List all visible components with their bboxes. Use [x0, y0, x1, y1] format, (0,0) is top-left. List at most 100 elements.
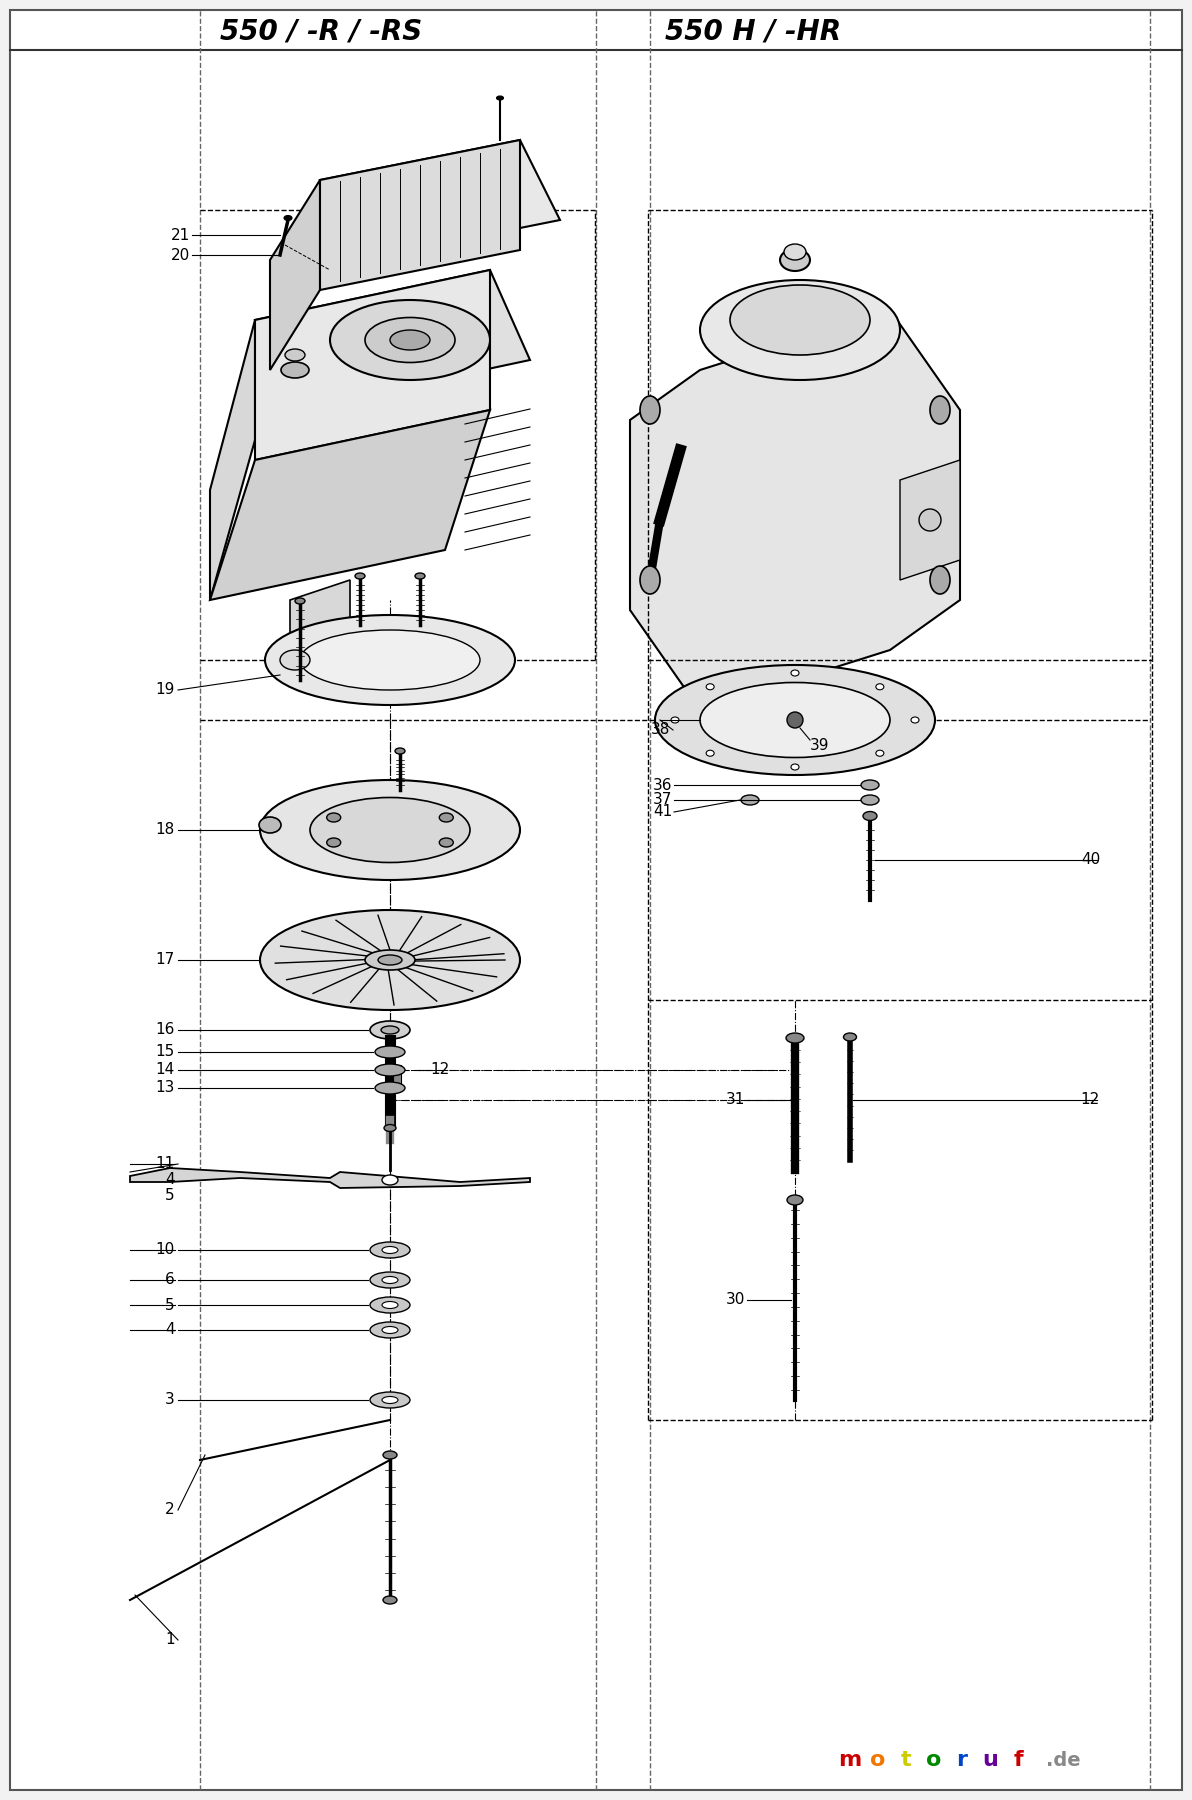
Ellipse shape	[390, 329, 430, 349]
Ellipse shape	[700, 682, 890, 758]
Ellipse shape	[844, 1033, 857, 1040]
Ellipse shape	[260, 911, 520, 1010]
Ellipse shape	[741, 796, 759, 805]
Ellipse shape	[284, 216, 292, 221]
Ellipse shape	[381, 1026, 399, 1033]
Polygon shape	[290, 580, 350, 661]
Ellipse shape	[280, 650, 310, 670]
Ellipse shape	[370, 1242, 410, 1258]
Text: 2: 2	[166, 1503, 175, 1517]
Ellipse shape	[327, 839, 341, 848]
Ellipse shape	[265, 616, 515, 706]
Polygon shape	[900, 461, 960, 580]
Text: 11: 11	[156, 1157, 175, 1172]
Ellipse shape	[440, 839, 453, 848]
Ellipse shape	[365, 950, 415, 970]
Text: 4: 4	[166, 1323, 175, 1337]
Ellipse shape	[370, 1298, 410, 1312]
Ellipse shape	[930, 396, 950, 425]
Ellipse shape	[876, 751, 883, 756]
Text: m: m	[838, 1750, 862, 1769]
FancyBboxPatch shape	[10, 11, 1182, 1789]
Polygon shape	[319, 140, 560, 259]
Text: 17: 17	[156, 952, 175, 968]
Ellipse shape	[365, 317, 455, 362]
Ellipse shape	[370, 1321, 410, 1337]
Ellipse shape	[861, 796, 879, 805]
Text: o: o	[870, 1750, 886, 1769]
Ellipse shape	[327, 814, 341, 823]
Polygon shape	[210, 410, 490, 599]
Ellipse shape	[706, 751, 714, 756]
Ellipse shape	[671, 716, 679, 724]
Ellipse shape	[381, 1327, 398, 1334]
Ellipse shape	[861, 779, 879, 790]
Ellipse shape	[911, 716, 919, 724]
Ellipse shape	[375, 1064, 405, 1076]
Text: 6: 6	[166, 1273, 175, 1287]
Text: 550 / -R / -RS: 550 / -R / -RS	[221, 18, 422, 47]
Ellipse shape	[730, 284, 870, 355]
Text: 12: 12	[1081, 1093, 1100, 1107]
Ellipse shape	[440, 814, 453, 823]
Ellipse shape	[381, 1397, 398, 1404]
Ellipse shape	[791, 670, 799, 677]
Text: 15: 15	[156, 1044, 175, 1060]
Ellipse shape	[370, 1273, 410, 1289]
Text: 5: 5	[166, 1298, 175, 1312]
Ellipse shape	[497, 95, 503, 101]
Ellipse shape	[395, 749, 405, 754]
Ellipse shape	[260, 779, 520, 880]
Text: 13: 13	[156, 1080, 175, 1096]
Text: 3: 3	[166, 1393, 175, 1408]
Ellipse shape	[791, 763, 799, 770]
Ellipse shape	[383, 1597, 397, 1604]
Text: f: f	[1013, 1750, 1023, 1769]
Polygon shape	[210, 320, 255, 599]
Ellipse shape	[700, 281, 900, 380]
Ellipse shape	[383, 1451, 397, 1460]
Ellipse shape	[300, 630, 480, 689]
Text: 21: 21	[170, 227, 190, 243]
Ellipse shape	[378, 956, 402, 965]
Polygon shape	[271, 180, 319, 371]
Ellipse shape	[640, 396, 660, 425]
FancyBboxPatch shape	[393, 1066, 401, 1091]
Text: 41: 41	[653, 805, 672, 819]
Ellipse shape	[355, 572, 365, 580]
Ellipse shape	[381, 1301, 398, 1309]
Text: 16: 16	[156, 1022, 175, 1037]
Text: 39: 39	[811, 738, 830, 752]
Ellipse shape	[375, 1046, 405, 1058]
Text: 4: 4	[166, 1172, 175, 1188]
Text: 12: 12	[430, 1062, 449, 1078]
Text: 10: 10	[156, 1242, 175, 1258]
Ellipse shape	[919, 509, 940, 531]
Ellipse shape	[415, 572, 426, 580]
Text: 5: 5	[166, 1188, 175, 1204]
Text: 37: 37	[653, 792, 672, 808]
Ellipse shape	[285, 349, 305, 362]
Ellipse shape	[281, 362, 309, 378]
Ellipse shape	[784, 245, 806, 259]
Text: 38: 38	[651, 722, 670, 738]
Ellipse shape	[375, 1082, 405, 1094]
Text: .de: .de	[1047, 1750, 1081, 1769]
Polygon shape	[130, 1168, 530, 1188]
Ellipse shape	[787, 1195, 803, 1204]
Text: 30: 30	[726, 1292, 745, 1307]
Ellipse shape	[786, 1033, 803, 1042]
Polygon shape	[255, 270, 490, 461]
Ellipse shape	[294, 598, 305, 605]
Ellipse shape	[384, 1125, 396, 1132]
Text: 18: 18	[156, 823, 175, 837]
Text: 14: 14	[156, 1062, 175, 1078]
Text: r: r	[956, 1750, 968, 1769]
Text: 19: 19	[156, 682, 175, 697]
Text: o: o	[926, 1750, 942, 1769]
Text: 20: 20	[170, 247, 190, 263]
Text: 550 H / -HR: 550 H / -HR	[665, 18, 842, 47]
Ellipse shape	[863, 812, 877, 821]
Ellipse shape	[330, 301, 490, 380]
Ellipse shape	[370, 1391, 410, 1408]
